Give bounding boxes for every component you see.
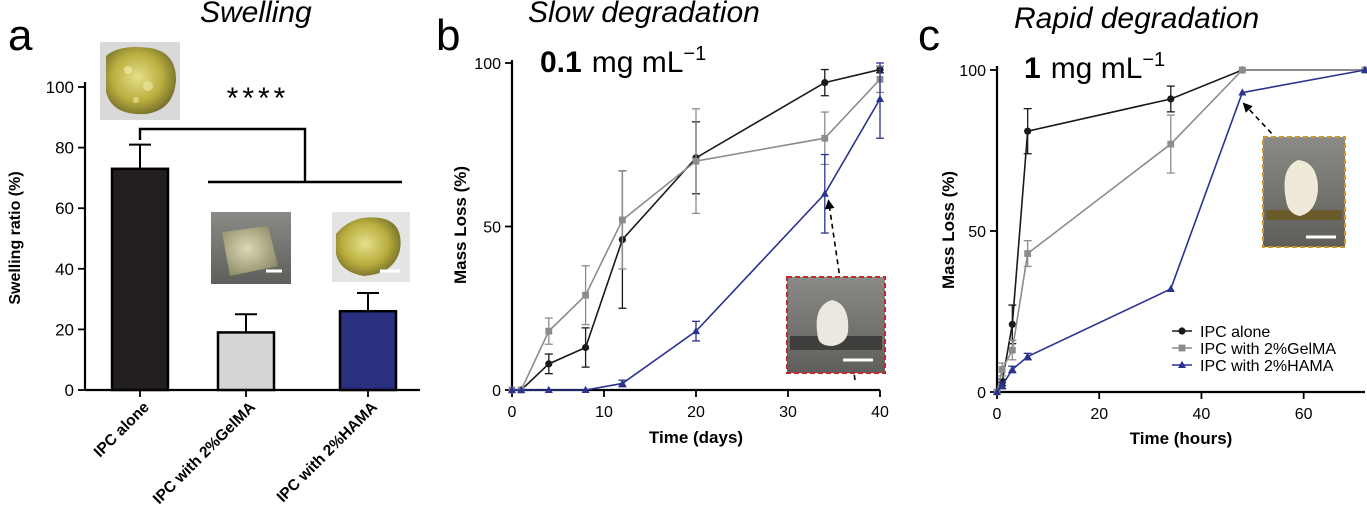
data-point-triangle: [1008, 365, 1017, 373]
inset-photo-ipc-hama: [332, 212, 410, 282]
series-3: [993, 65, 1367, 395]
data-point-circle: [1024, 127, 1032, 135]
x-tick-label: 10: [595, 404, 613, 421]
data-point-square: [619, 216, 626, 224]
y-axis-label-b: Mass Loss (%): [451, 166, 470, 284]
panel-c-title: Rapid degradation: [1014, 2, 1259, 35]
inset-photo-ipc-gelma: [211, 212, 291, 284]
data-point-square: [1024, 250, 1032, 257]
x-tick-label: 40: [871, 404, 889, 421]
data-point-circle: [1167, 95, 1175, 103]
data-point-square: [692, 157, 700, 165]
bar-2: [216, 331, 276, 392]
panel-b-title: Slow degradation: [528, 0, 760, 29]
data-point-triangle: [1238, 88, 1247, 96]
series-line: [512, 78, 881, 391]
series-line: [512, 98, 881, 391]
data-point-triangle: [1361, 65, 1367, 73]
data-point-triangle: [517, 385, 526, 393]
y-axis-label-a: Swelling ratio (%): [7, 171, 24, 304]
x-tick-label: 40: [1193, 406, 1211, 423]
x-category-label-a: IPC with 2%HAMA: [274, 399, 381, 506]
x-tick-label: 60: [1295, 406, 1313, 423]
bar-1: [110, 167, 170, 392]
data-point-triangle: [998, 381, 1007, 389]
data-point-triangle: [581, 385, 590, 393]
data-point-triangle: [544, 385, 553, 393]
x-tick-label: 30: [779, 404, 797, 421]
data-point-triangle: [1023, 352, 1032, 360]
data-point-triangle: [1166, 284, 1175, 292]
data-point-square: [998, 366, 1006, 373]
inset-photo-b: [786, 276, 886, 374]
data-point-square: [582, 291, 589, 299]
data-point-circle: [582, 343, 590, 352]
y-tick-label: 100: [474, 56, 501, 73]
significance-stars: ****: [227, 82, 290, 115]
y-tick-label: 100: [959, 63, 986, 80]
x-tick-label: 0: [993, 406, 1002, 423]
panel-c: c Rapid degradation 1 mg mL−1 0 20 40 60 0 50 1…: [918, 2, 1367, 448]
bar-3: [338, 309, 398, 392]
data-point-square: [1008, 346, 1016, 354]
x-axis-label-c: Time (hours): [1130, 429, 1233, 448]
y-tick-label: 50: [968, 224, 986, 241]
y-tick-label-a: 20: [55, 320, 74, 339]
panel-c-concentration: 1 mg mL−1: [1024, 49, 1165, 85]
y-tick-label-a: 60: [55, 199, 74, 218]
panel-letter-c: c: [918, 11, 940, 60]
y-tick-label: 50: [483, 220, 501, 237]
panel-letter-a: a: [8, 11, 33, 60]
y-tick-label: 0: [492, 383, 501, 400]
data-point-square: [1238, 66, 1246, 74]
x-category-label-a: IPC with 2%GelMA: [150, 399, 259, 508]
y-tick-label: 0: [977, 385, 986, 402]
data-point-circle: [821, 79, 829, 87]
data-point-triangle: [876, 94, 884, 102]
legend-label: IPC alone: [1200, 324, 1270, 341]
panel-a-title: Swelling: [200, 0, 312, 29]
y-axis-label-c: Mass Loss (%): [939, 171, 958, 289]
x-tick-label: 20: [687, 404, 705, 421]
data-point-circle: [1008, 320, 1016, 328]
series-2: [993, 66, 1367, 396]
data-point-circle: [1178, 327, 1186, 335]
x-axis-label-b: Time (days): [649, 428, 743, 447]
x-tick-label: 20: [1090, 406, 1108, 423]
data-point-square: [821, 134, 829, 142]
panel-a: a Swelling 0 20 40 60 80 100 Swelling ratio (…: [7, 0, 420, 508]
legend-label: IPC with 2%HAMA: [1200, 358, 1334, 375]
significance-bracket: ****: [138, 82, 402, 184]
panel-letter-b: b: [436, 11, 460, 60]
x-tick-label: 0: [508, 404, 517, 421]
data-point-triangle: [820, 189, 829, 197]
panel-b-concentration: 0.1 mg mL−1: [540, 43, 706, 79]
data-point-square: [1167, 140, 1175, 148]
y-tick-label-a: 80: [55, 139, 74, 158]
panel-b: b Slow degradation 0.1 mg mL−1 0 10 20 30 40 0…: [436, 0, 889, 447]
inset-photo-c: [1262, 136, 1346, 248]
data-point-circle: [545, 360, 553, 368]
data-point-triangle: [692, 326, 700, 335]
series-3: [508, 62, 884, 393]
data-point-triangle: [993, 387, 1001, 395]
series-line: [512, 68, 881, 391]
data-point-triangle: [1178, 360, 1186, 368]
data-point-triangle: [618, 379, 627, 387]
data-point-square: [1178, 344, 1186, 352]
y-tick-label-a: 0: [65, 381, 74, 400]
y-tick-label-a: 100: [46, 78, 74, 97]
data-point-square: [545, 327, 553, 335]
legend-label: IPC with 2%GelMA: [1200, 341, 1336, 358]
x-category-label-a: IPC alone: [91, 399, 153, 461]
data-point-triangle: [508, 385, 516, 393]
y-tick-label-a: 40: [55, 260, 74, 279]
inset-photo-ipc-alone: [100, 42, 180, 120]
